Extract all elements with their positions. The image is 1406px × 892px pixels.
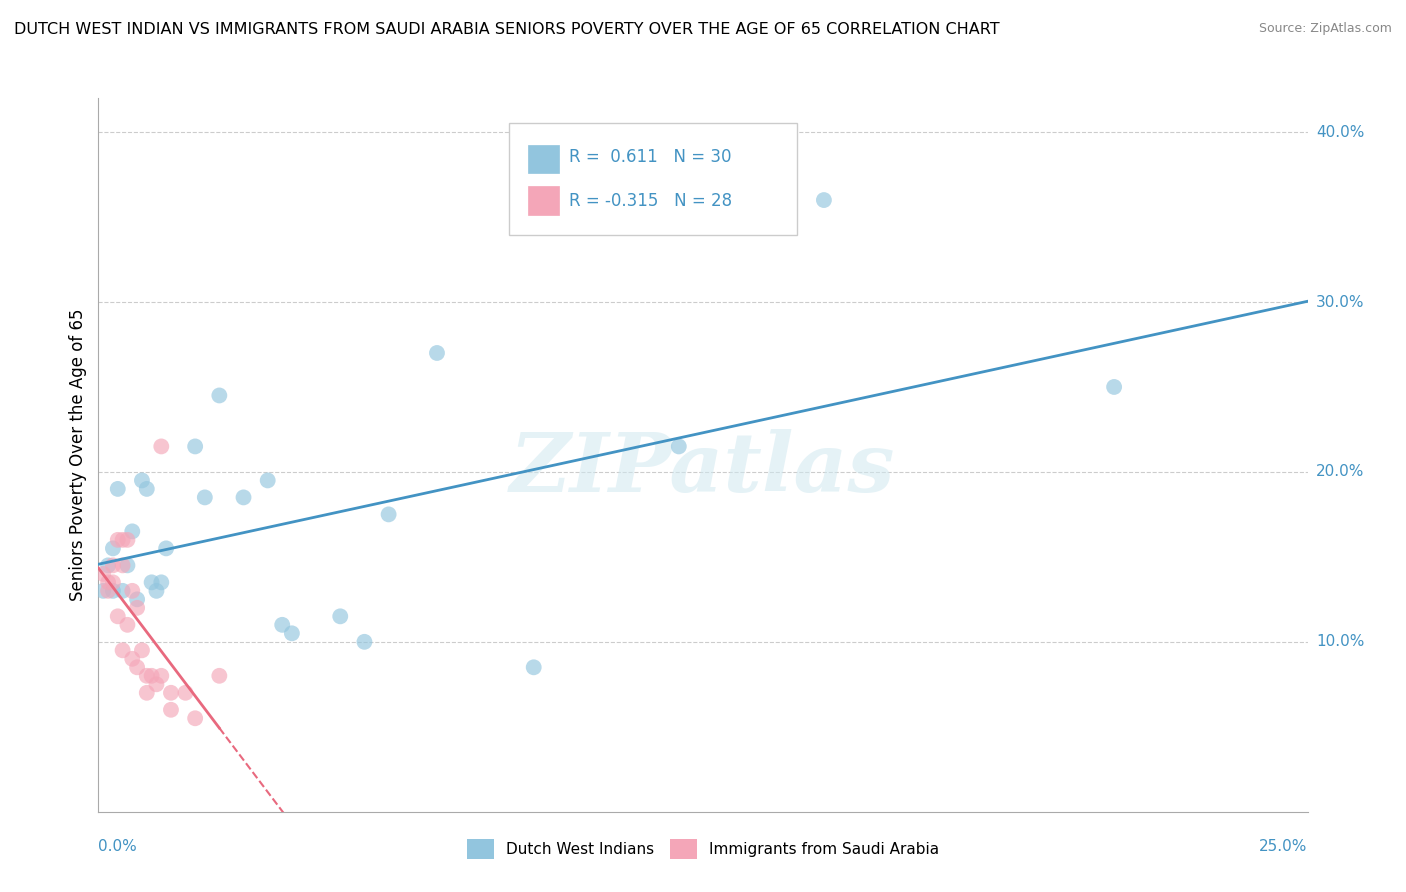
Point xyxy=(150,575,173,590)
Y-axis label: Seniors Poverty Over the Age of 65: Seniors Poverty Over the Age of 65 xyxy=(69,309,87,601)
Point xyxy=(135,482,157,496)
Point xyxy=(127,592,149,607)
Legend: Dutch West Indians, Immigrants from Saudi Arabia: Dutch West Indians, Immigrants from Saud… xyxy=(460,833,946,864)
Point xyxy=(184,711,207,725)
Point xyxy=(523,660,546,674)
Point xyxy=(377,508,399,522)
Text: 10.0%: 10.0% xyxy=(1316,634,1364,649)
Point xyxy=(117,533,139,547)
Text: 30.0%: 30.0% xyxy=(1316,294,1364,310)
Point xyxy=(141,575,163,590)
Point xyxy=(208,669,231,683)
Point xyxy=(97,558,120,573)
Point xyxy=(101,558,124,573)
Point xyxy=(160,703,183,717)
Point xyxy=(131,643,153,657)
Point xyxy=(150,439,173,453)
Point xyxy=(256,474,278,488)
Text: Source: ZipAtlas.com: Source: ZipAtlas.com xyxy=(1258,22,1392,36)
Text: 0.0%: 0.0% xyxy=(98,839,138,855)
Point xyxy=(281,626,304,640)
Point xyxy=(97,583,120,598)
Point xyxy=(271,617,294,632)
Point xyxy=(121,583,143,598)
Point xyxy=(107,533,129,547)
Point xyxy=(111,643,134,657)
Point xyxy=(111,533,134,547)
Text: ZIPatlas: ZIPatlas xyxy=(510,429,896,509)
Point xyxy=(232,491,254,505)
Text: 25.0%: 25.0% xyxy=(1260,839,1308,855)
Point xyxy=(117,617,139,632)
Text: DUTCH WEST INDIAN VS IMMIGRANTS FROM SAUDI ARABIA SENIORS POVERTY OVER THE AGE O: DUTCH WEST INDIAN VS IMMIGRANTS FROM SAU… xyxy=(14,22,1000,37)
Point xyxy=(135,686,157,700)
Point xyxy=(121,524,143,539)
Point xyxy=(155,541,177,556)
Point xyxy=(127,660,149,674)
Point xyxy=(141,669,163,683)
Point xyxy=(111,583,134,598)
Point xyxy=(101,583,124,598)
Point xyxy=(101,575,124,590)
Point xyxy=(111,558,134,573)
Point xyxy=(131,474,153,488)
Point xyxy=(97,575,120,590)
Point xyxy=(107,609,129,624)
Point xyxy=(160,686,183,700)
Point xyxy=(1102,380,1125,394)
Point xyxy=(208,388,231,402)
Point xyxy=(184,439,207,453)
Point xyxy=(107,482,129,496)
Point xyxy=(426,346,449,360)
Point xyxy=(121,652,143,666)
Point xyxy=(813,193,835,207)
Point xyxy=(353,635,375,649)
Point xyxy=(127,600,149,615)
Point xyxy=(91,583,114,598)
Point xyxy=(668,439,690,453)
Text: 40.0%: 40.0% xyxy=(1316,125,1364,140)
Point xyxy=(117,558,139,573)
Point xyxy=(91,566,114,581)
Text: 20.0%: 20.0% xyxy=(1316,465,1364,479)
Point xyxy=(145,677,167,691)
Point xyxy=(135,669,157,683)
Point xyxy=(329,609,352,624)
Text: R = -0.315   N = 28: R = -0.315 N = 28 xyxy=(569,192,733,210)
Point xyxy=(174,686,197,700)
Point xyxy=(145,583,167,598)
Point xyxy=(101,541,124,556)
Text: R =  0.611   N = 30: R = 0.611 N = 30 xyxy=(569,148,731,166)
Point xyxy=(194,491,217,505)
Point xyxy=(150,669,173,683)
